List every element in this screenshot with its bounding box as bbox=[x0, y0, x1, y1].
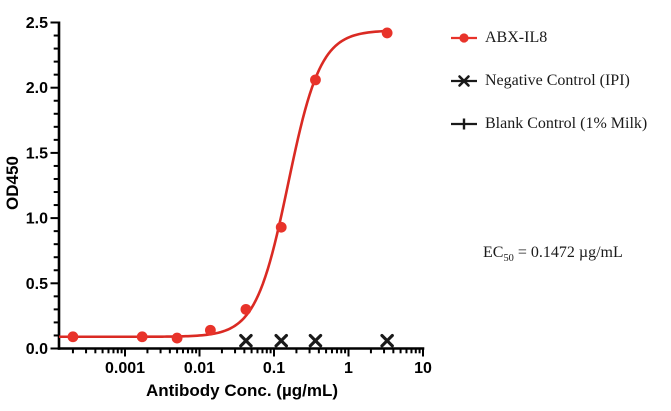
legend: ABX-IL8 Negative Control (IPI) Blank Con… bbox=[450, 28, 647, 134]
svg-text:2.5: 2.5 bbox=[26, 15, 48, 32]
svg-text:0.01: 0.01 bbox=[184, 360, 215, 377]
elisa-plot-canvas: 0.0 0.5 1.0 1.5 2.0 2.5 0.001 0.01 0.1 1 10 Antibod… bbox=[3, 15, 432, 400]
svg-text:10: 10 bbox=[414, 360, 432, 377]
legend-item-abx-il8: ABX-IL8 bbox=[450, 28, 647, 48]
svg-text:0.001: 0.001 bbox=[105, 360, 145, 377]
y-axis-tick-labels: 0.0 0.5 1.0 1.5 2.0 2.5 bbox=[26, 15, 48, 358]
y-axis-ticks bbox=[50, 21, 59, 350]
svg-text:0.0: 0.0 bbox=[26, 341, 48, 358]
y-axis-title: OD450 bbox=[3, 156, 22, 210]
ec50-annotation: EC50 = 0.1472 µg/mL bbox=[483, 244, 623, 264]
negative-control-series-marker-icon bbox=[450, 72, 478, 90]
abx-il8-fit-curve bbox=[59, 29, 388, 339]
svg-text:1: 1 bbox=[344, 360, 353, 377]
svg-text:1.0: 1.0 bbox=[26, 211, 48, 228]
legend-label-negative-control: Negative Control (IPI) bbox=[485, 72, 630, 89]
x-axis-tick-labels: 0.001 0.01 0.1 1 10 bbox=[105, 360, 432, 377]
legend-item-negative-control: Negative Control (IPI) bbox=[450, 71, 647, 91]
legend-label-abx-il8: ABX-IL8 bbox=[485, 29, 548, 46]
svg-text:0.5: 0.5 bbox=[26, 276, 48, 293]
axes bbox=[57, 21, 425, 350]
legend-label-blank-control: Blank Control (1% Milk) bbox=[485, 115, 648, 132]
x-axis-ticks bbox=[71, 348, 424, 357]
abx-il8-series-marker-icon bbox=[450, 29, 478, 47]
series-negative-control-ipi- bbox=[239, 333, 394, 348]
svg-text:0.1: 0.1 bbox=[263, 360, 285, 377]
ec50-subscript: 50 bbox=[503, 253, 514, 265]
svg-text:1.5: 1.5 bbox=[26, 145, 48, 162]
legend-item-blank-control: Blank Control (1% Milk) bbox=[450, 114, 647, 134]
ec50-value: = 0.1472 µg/mL bbox=[513, 244, 623, 261]
svg-text:2.0: 2.0 bbox=[26, 80, 48, 97]
ec50-prefix: EC bbox=[483, 244, 504, 261]
blank-control-series-marker-icon bbox=[450, 115, 478, 133]
series-abx-il8 bbox=[67, 27, 393, 344]
x-axis-title: Antibody Conc. (µg/mL) bbox=[146, 381, 338, 400]
